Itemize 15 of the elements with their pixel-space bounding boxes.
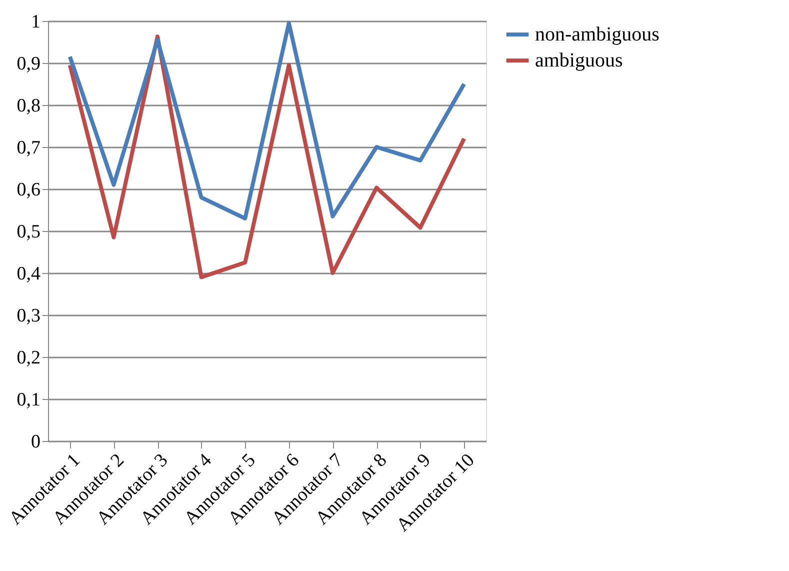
line-series	[68, 34, 466, 280]
y-tick-label: 0,3	[16, 306, 40, 326]
y-tick-label: 0,1	[16, 390, 40, 410]
y-tick-label: 0,7	[16, 138, 40, 158]
legend-label: non-ambiguous	[535, 24, 660, 46]
y-tick-label: 0,4	[16, 264, 41, 284]
y-tick-label: 0,5	[16, 222, 40, 242]
y-tick-label: 0	[31, 432, 40, 452]
line-series	[68, 21, 466, 220]
y-tick-label: 0,6	[16, 180, 40, 200]
y-tick-label: 0,9	[16, 54, 40, 74]
y-tick-label: 0,2	[16, 348, 40, 368]
y-tick-label: 1	[31, 12, 40, 32]
legend-label: ambiguous	[535, 50, 623, 72]
y-tick-label: 0,8	[16, 96, 40, 116]
